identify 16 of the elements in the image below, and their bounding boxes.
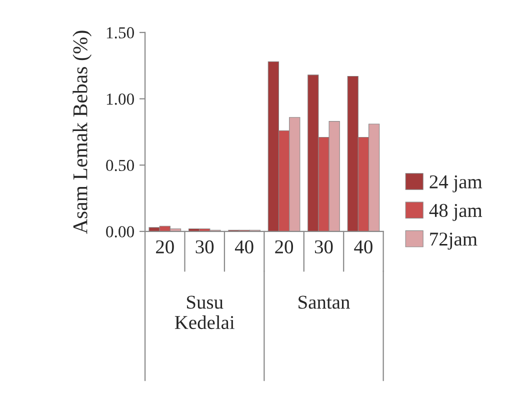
text: Santan xyxy=(298,296,350,309)
legend-label: 48 jam xyxy=(429,204,482,221)
y-tick-label: 1.00 xyxy=(106,93,134,105)
x-tick-label: 20 xyxy=(275,240,294,254)
x-tick-label: 30 xyxy=(196,240,214,254)
y-tick-label: 0.50 xyxy=(106,160,134,172)
y-tick-label: 0.00 xyxy=(106,226,134,238)
x-tick-label: 40 xyxy=(354,240,372,254)
x-tick-label: 40 xyxy=(234,240,254,254)
y-axis-title: Asam Lemak Bebas (%) xyxy=(72,30,92,234)
legend-label: 24 jam xyxy=(430,175,482,192)
text: Susu Kedelai xyxy=(174,296,234,330)
legend-label: 72jam xyxy=(430,232,478,250)
x-tick-label: 20 xyxy=(156,240,174,254)
x-tick-label: 30 xyxy=(314,240,333,254)
y-tick-label: 1.50 xyxy=(106,27,134,38)
